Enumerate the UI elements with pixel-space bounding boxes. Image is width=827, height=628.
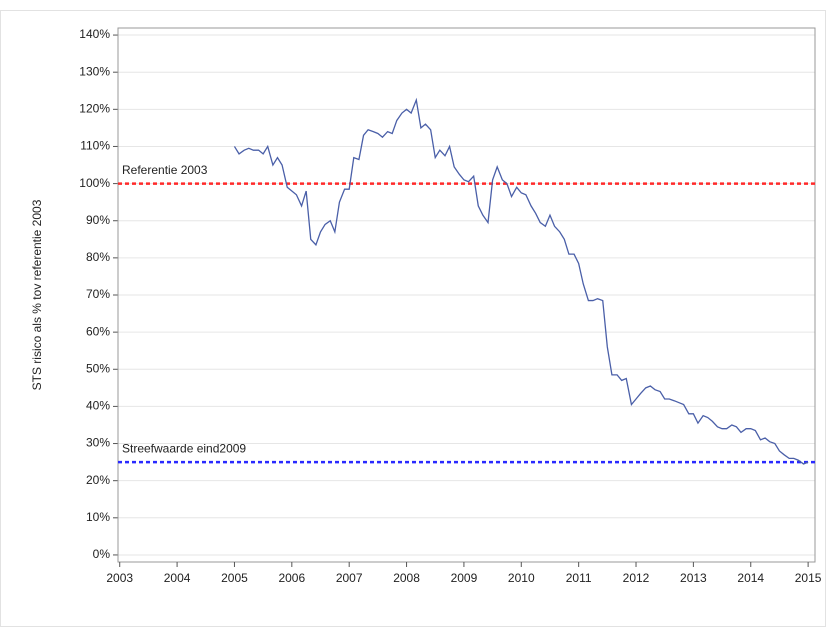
data-line — [233, 97, 809, 465]
y-tick-label: 50% — [86, 361, 110, 375]
x-tick-label: 2011 — [566, 571, 592, 585]
x-tick-label: 2007 — [336, 571, 363, 585]
y-tick-label: 20% — [86, 473, 110, 487]
figure-border — [0, 10, 826, 627]
x-tick-label: 2012 — [623, 571, 650, 585]
y-tick-label: 30% — [86, 436, 110, 450]
y-tick-label: 40% — [86, 399, 110, 413]
y-axis-label: STS risico als % tov referentie 2003 — [30, 199, 44, 390]
x-tick-label: 2003 — [106, 571, 133, 585]
x-tick-label: 2008 — [393, 571, 420, 585]
y-tick-label: 110% — [80, 139, 110, 153]
y-tick-label: 10% — [86, 510, 110, 524]
x-tick-label: 2006 — [278, 571, 305, 585]
x-tick-label: 2014 — [737, 571, 764, 585]
x-tick-label: 2004 — [164, 571, 191, 585]
y-tick-label: 60% — [86, 324, 110, 338]
y-tick-label: 0% — [93, 547, 111, 561]
x-tick-label: 2013 — [680, 571, 707, 585]
y-tick-label: 140% — [79, 27, 110, 41]
reference-label: Streefwaarde eind2009 — [122, 441, 246, 455]
plot-frame — [117, 27, 816, 563]
x-tick-label: 2009 — [451, 571, 478, 585]
y-tick-label: 130% — [79, 64, 110, 78]
x-tick-label: 2015 — [795, 571, 822, 585]
y-tick-label: 80% — [86, 250, 110, 264]
reference-label: Referentie 2003 — [122, 163, 208, 177]
y-tick-label: 120% — [79, 101, 110, 115]
x-tick-label: 2010 — [508, 571, 535, 585]
x-tick-label: 2005 — [221, 571, 248, 585]
y-tick-label: 90% — [86, 213, 110, 227]
y-tick-label: 100% — [79, 176, 110, 190]
y-tick-label: 70% — [86, 287, 110, 301]
